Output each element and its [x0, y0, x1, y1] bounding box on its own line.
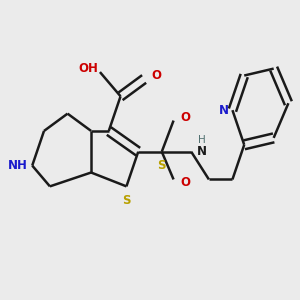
Text: N: N: [219, 104, 229, 117]
Text: N: N: [196, 145, 206, 158]
Text: OH: OH: [78, 62, 98, 75]
Text: O: O: [180, 176, 190, 189]
Text: O: O: [180, 111, 190, 124]
Text: S: S: [122, 194, 131, 207]
Text: S: S: [158, 159, 166, 172]
Text: NH: NH: [8, 159, 27, 172]
Text: O: O: [151, 69, 161, 82]
Text: H: H: [198, 135, 206, 145]
